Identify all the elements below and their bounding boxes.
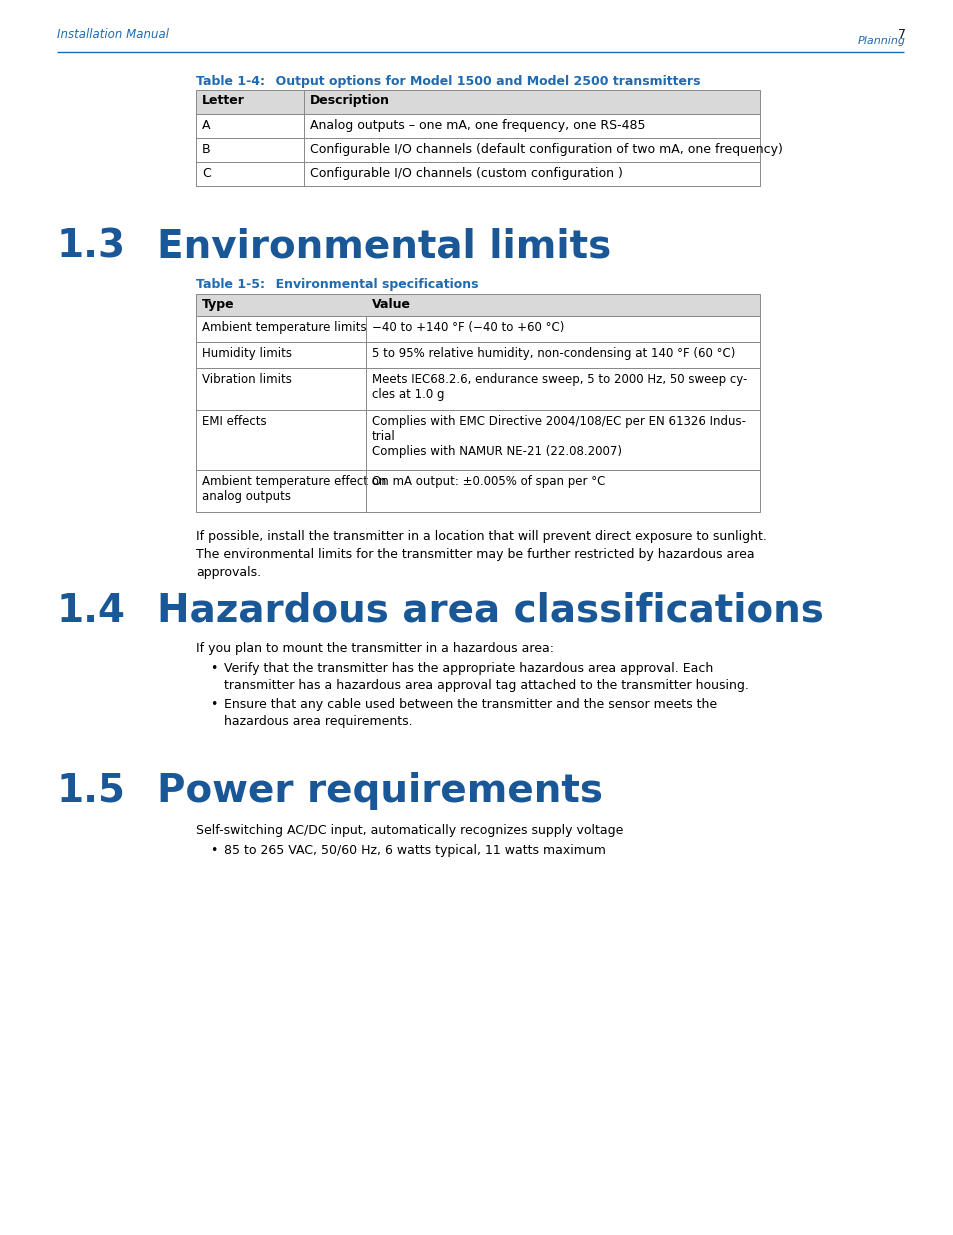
Bar — [195, 162, 760, 186]
Text: Value: Value — [372, 298, 411, 311]
Text: C: C — [202, 167, 211, 180]
Text: Planning: Planning — [857, 36, 905, 46]
Bar — [195, 471, 760, 513]
Text: 7: 7 — [897, 28, 905, 41]
Bar — [195, 90, 760, 114]
Text: •: • — [210, 844, 217, 857]
Text: Self-switching AC/DC input, automatically recognizes supply voltage: Self-switching AC/DC input, automaticall… — [195, 824, 622, 837]
Text: Ensure that any cable used between the transmitter and the sensor meets the
haza: Ensure that any cable used between the t… — [224, 698, 717, 727]
Text: Description: Description — [310, 94, 390, 107]
Text: •: • — [210, 662, 217, 676]
Text: Letter: Letter — [202, 94, 245, 107]
Text: Vibration limits: Vibration limits — [202, 373, 292, 387]
Text: Type: Type — [202, 298, 234, 311]
Text: Hazardous area classifications: Hazardous area classifications — [157, 592, 823, 630]
Bar — [195, 368, 760, 410]
Text: Table 1-5:  Environmental specifications: Table 1-5: Environmental specifications — [195, 278, 478, 291]
Text: Humidity limits: Humidity limits — [202, 347, 292, 359]
Text: Power requirements: Power requirements — [157, 772, 602, 810]
Text: Installation Manual: Installation Manual — [57, 28, 169, 41]
Text: Verify that the transmitter has the appropriate hazardous area approval. Each
tr: Verify that the transmitter has the appr… — [224, 662, 748, 692]
Bar — [195, 294, 760, 316]
Text: A: A — [202, 119, 211, 132]
Text: Ambient temperature limits: Ambient temperature limits — [202, 321, 366, 333]
Text: On mA output: ±0.005% of span per °C: On mA output: ±0.005% of span per °C — [372, 475, 605, 488]
Bar — [195, 410, 760, 471]
Text: 1.5: 1.5 — [57, 772, 126, 810]
Text: B: B — [202, 143, 211, 156]
Text: Analog outputs – one mA, one frequency, one RS-485: Analog outputs – one mA, one frequency, … — [310, 119, 645, 132]
Text: Configurable I/O channels (custom configuration ): Configurable I/O channels (custom config… — [310, 167, 622, 180]
Bar — [195, 138, 760, 162]
Text: If you plan to mount the transmitter in a hazardous area:: If you plan to mount the transmitter in … — [195, 642, 554, 655]
Text: 5 to 95% relative humidity, non-condensing at 140 °F (60 °C): 5 to 95% relative humidity, non-condensi… — [372, 347, 735, 359]
Text: If possible, install the transmitter in a location that will prevent direct expo: If possible, install the transmitter in … — [195, 530, 766, 579]
Text: 85 to 265 VAC, 50/60 Hz, 6 watts typical, 11 watts maximum: 85 to 265 VAC, 50/60 Hz, 6 watts typical… — [224, 844, 605, 857]
Text: Table 1-4:  Output options for Model 1500 and Model 2500 transmitters: Table 1-4: Output options for Model 1500… — [195, 75, 700, 88]
Text: Ambient temperature effect on
analog outputs: Ambient temperature effect on analog out… — [202, 475, 386, 503]
Bar — [195, 342, 760, 368]
Text: Meets IEC68.2.6, endurance sweep, 5 to 2000 Hz, 50 sweep cy-
cles at 1.0 g: Meets IEC68.2.6, endurance sweep, 5 to 2… — [372, 373, 746, 401]
Text: 1.4: 1.4 — [57, 592, 126, 630]
Text: EMI effects: EMI effects — [202, 415, 266, 429]
Text: Configurable I/O channels (default configuration of two mA, one frequency): Configurable I/O channels (default confi… — [310, 143, 782, 156]
Text: 1.3: 1.3 — [57, 228, 126, 266]
Text: Complies with EMC Directive 2004/108/EC per EN 61326 Indus-
trial
Complies with : Complies with EMC Directive 2004/108/EC … — [372, 415, 745, 458]
Bar — [195, 114, 760, 138]
Bar — [195, 316, 760, 342]
Text: Environmental limits: Environmental limits — [157, 228, 611, 266]
Text: −40 to +140 °F (−40 to +60 °C): −40 to +140 °F (−40 to +60 °C) — [372, 321, 564, 333]
Text: •: • — [210, 698, 217, 711]
